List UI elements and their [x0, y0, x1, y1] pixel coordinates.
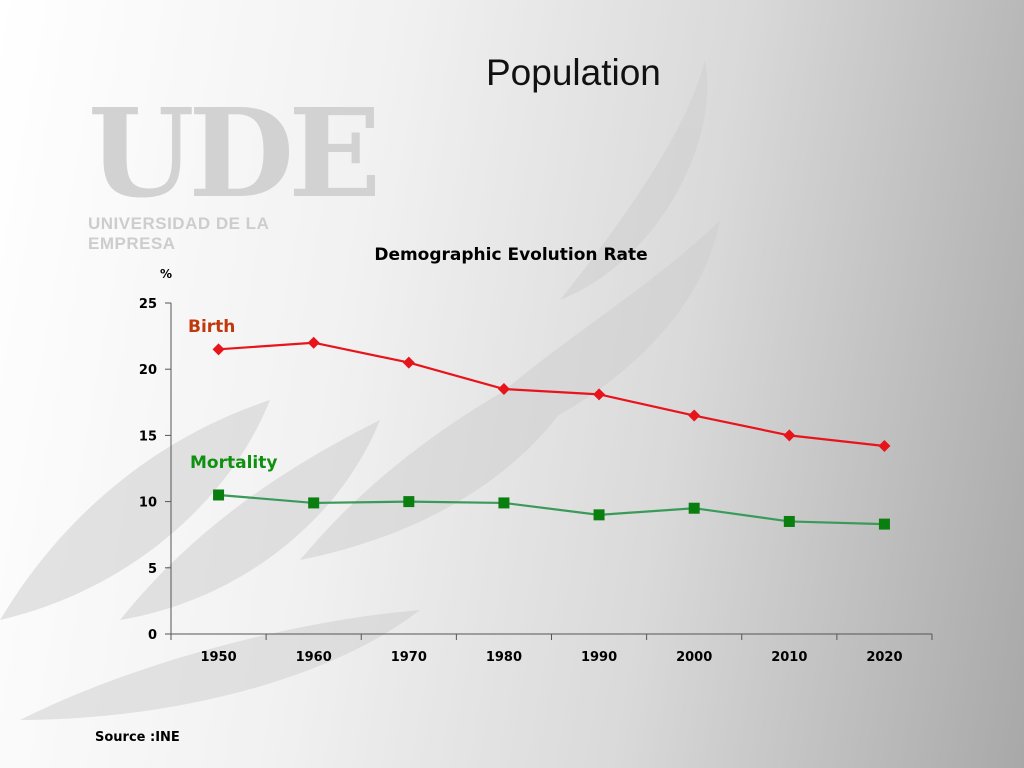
data-point-mortality — [593, 509, 605, 521]
y-tick-label: 5 — [148, 562, 157, 577]
source-note: Source :INE — [95, 730, 180, 745]
data-point-birth — [497, 383, 510, 396]
logo-subtitle: UNIVERSIDAD DE LA EMPRESA — [88, 214, 269, 253]
data-point-mortality — [878, 518, 890, 530]
y-tick-label: 20 — [139, 363, 157, 378]
x-tick-label: 2010 — [771, 650, 807, 665]
data-point-mortality — [213, 489, 225, 501]
x-tick-label: 1980 — [486, 650, 522, 665]
ude-logo: UDE UNIVERSIDAD DE LA EMPRESA — [88, 81, 381, 253]
x-tick-label: 1950 — [200, 650, 236, 665]
y-tick-label: 10 — [139, 496, 157, 511]
data-point-mortality — [783, 515, 795, 527]
data-point-birth — [878, 439, 891, 452]
data-point-birth — [783, 429, 796, 442]
data-point-birth — [402, 356, 415, 369]
x-tick-label: 1990 — [581, 650, 617, 665]
chart-title: Demographic Evolution Rate — [374, 245, 647, 265]
y-axis-label: % — [160, 267, 172, 281]
x-tick-label: 2000 — [676, 650, 712, 665]
x-tick-label: 2020 — [866, 650, 902, 665]
data-point-birth — [212, 343, 225, 356]
y-tick-label: 25 — [139, 297, 157, 312]
slide-title: Population — [486, 52, 661, 93]
data-point-mortality — [403, 496, 415, 508]
y-tick-label: 0 — [148, 628, 157, 643]
series-label-birth: Birth — [188, 317, 235, 337]
y-tick-label: 15 — [139, 429, 157, 444]
data-point-mortality — [498, 497, 510, 509]
x-tick-label: 1970 — [391, 650, 427, 665]
x-tick-label: 1960 — [296, 650, 332, 665]
data-point-mortality — [308, 497, 320, 509]
data-point-birth — [688, 409, 701, 422]
data-point-birth — [593, 388, 606, 401]
series-label-mortality: Mortality — [190, 453, 277, 473]
series-line-mortality — [218, 493, 885, 526]
logo-letters: UDE — [88, 81, 381, 225]
series-line-birth — [218, 341, 885, 448]
data-point-birth — [307, 336, 320, 349]
data-point-mortality — [688, 502, 700, 514]
